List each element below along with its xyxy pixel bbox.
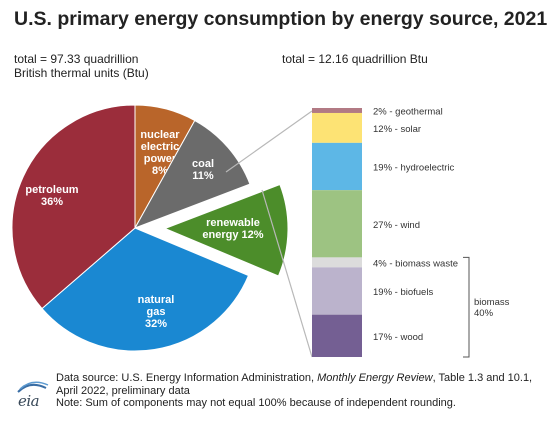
bar-label-geothermal: 2% - geothermal: [373, 106, 443, 117]
source-publication: Monthly Energy Review: [317, 372, 433, 384]
pie-label-renewable: renewable energy 12%: [202, 217, 263, 241]
bar-segment-wind: [312, 190, 362, 258]
pie-label-petroleum: petroleum 36%: [25, 184, 78, 208]
eia-logo-mark: [17, 381, 49, 393]
pie-label-nuclear: nuclear electric power 8%: [140, 129, 180, 177]
pie-slice-natural_gas: [41, 227, 250, 352]
bar-segment-biomass_waste: [312, 257, 362, 268]
bar-segment-geothermal: [312, 108, 362, 113]
connector-bottom: [261, 189, 313, 358]
bar-label-wind: 27% - wind: [373, 220, 420, 231]
footnote: Note: Sum of components may not equal 10…: [56, 397, 456, 409]
footer: Data source: U.S. Energy Information Adm…: [56, 372, 552, 410]
pie-label-natural_gas: natural gas 32%: [138, 294, 175, 330]
pie-label-coal: coal 11%: [192, 158, 214, 182]
pie-slice-petroleum: [11, 104, 136, 310]
biomass-group-label: biomass 40%: [474, 297, 510, 319]
bar-segment-hydroelectric: [312, 142, 362, 191]
pie-total-line2: British thermal units (Btu): [14, 66, 149, 80]
biomass-bracket: [463, 256, 470, 358]
bar-segment-solar: [312, 112, 362, 143]
bar-segment-wood: [312, 314, 362, 357]
bar-label-solar: 12% - solar: [373, 124, 421, 135]
bar-label-biomass_waste: 4% - biomass waste: [373, 258, 458, 269]
energy-chart: nuclear electric power 8% coal 11% renewable en…: [11, 104, 510, 358]
connector-top: [225, 110, 313, 173]
bar-label-wood: 17% - wood: [373, 332, 423, 343]
bar-total: total = 12.16 quadrillion Btu: [282, 52, 428, 66]
pie-slice-renewable: [163, 183, 289, 277]
source-suffix: , Table 1.3 and 10.1, April 2022, prelim…: [56, 372, 533, 397]
eia-logo: eia: [12, 378, 52, 412]
source-prefix: Data source: U.S. Energy Information Adm…: [56, 372, 318, 384]
data-source: Data source: U.S. Energy Information Adm…: [56, 372, 552, 397]
chart-title: U.S. primary energy consumption by energ…: [14, 8, 548, 30]
bar-label-biofuels: 19% - biofuels: [373, 287, 433, 298]
bar-label-hydroelectric: 19% - hydroelectric: [373, 163, 455, 174]
pie-slice-coal: [133, 119, 251, 229]
eia-logo-text: eia: [18, 392, 40, 410]
bar-segment-biofuels: [312, 267, 362, 315]
pie-total-line1: total = 97.33 quadrillion: [14, 52, 139, 66]
